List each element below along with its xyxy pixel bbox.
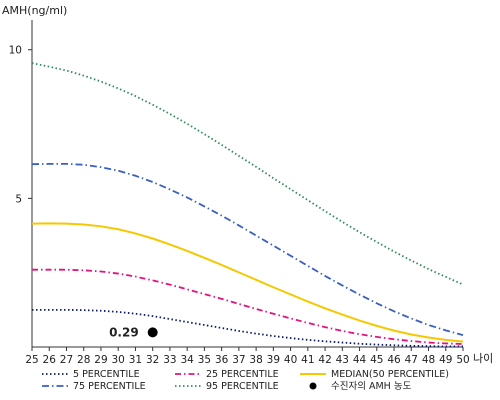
legend-label: 5 PERCENTILE xyxy=(73,369,140,380)
x-tick-label: 29 xyxy=(94,354,107,366)
patient-amh-point xyxy=(147,327,158,338)
series-line-75-percentile xyxy=(31,162,464,336)
point-layer: 0.29 xyxy=(109,325,158,339)
patient-amh-value-label: 0.29 xyxy=(109,325,139,339)
x-tick-label: 40 xyxy=(284,354,297,366)
x-tick-label: 48 xyxy=(422,354,435,366)
series-line-25-percentile xyxy=(32,268,464,345)
x-axis-label: 나이 xyxy=(473,352,493,365)
legend-label: MEDIAN(50 PERCENTILE) xyxy=(331,369,449,380)
legend-label: 수진자의 AMH 농도 xyxy=(331,381,412,392)
x-tick-label: 35 xyxy=(198,354,211,366)
x-tick-label: 36 xyxy=(215,354,229,366)
x-tick-label: 38 xyxy=(249,354,262,366)
x-tick-label: 47 xyxy=(405,354,418,366)
y-tick-label: 10 xyxy=(9,45,22,57)
x-tick-label: 41 xyxy=(301,354,314,366)
x-tick-label: 28 xyxy=(77,354,90,366)
series-line-5-percentile xyxy=(32,308,463,348)
axes: 25 26 27 28 29 30 31 32 33 34 35 36 37 38 39 40 41 42 43 44… xyxy=(9,20,470,366)
x-tick-label: 49 xyxy=(439,354,452,366)
x-tick-label: 25 xyxy=(25,354,38,366)
series-layer xyxy=(31,62,464,348)
x-tick-label: 32 xyxy=(146,354,159,366)
y-axis-label: AMH(ng/ml) xyxy=(2,4,67,17)
x-tick-label: 39 xyxy=(267,354,280,366)
x-tick-label: 33 xyxy=(163,354,176,366)
x-tick-label: 45 xyxy=(370,354,383,366)
y-tick-label: 5 xyxy=(15,193,22,205)
x-tick-label: 30 xyxy=(112,354,125,366)
series-line-median-50-percentile- xyxy=(31,222,464,343)
x-tick-label: 42 xyxy=(318,354,331,366)
x-tick-label: 34 xyxy=(180,354,194,366)
series-line-95-percentile xyxy=(31,62,464,286)
x-tick-label: 50 xyxy=(456,354,469,366)
x-tick-label: 43 xyxy=(336,354,349,366)
x-tick-label: 44 xyxy=(353,354,367,366)
legend-marker-point xyxy=(309,382,317,390)
x-tick-label: 46 xyxy=(387,354,401,366)
x-tick-label: 27 xyxy=(60,354,73,366)
x-tick-label: 26 xyxy=(43,354,57,366)
legend: 5 PERCENTILE 25 PERCENTILE MEDIAN(50 PERCE… xyxy=(42,369,449,392)
legend-label: 75 PERCENTILE xyxy=(73,381,146,392)
x-tick-label: 31 xyxy=(129,354,142,366)
x-tick-label: 37 xyxy=(232,354,245,366)
legend-label: 95 PERCENTILE xyxy=(206,381,279,392)
legend-label: 25 PERCENTILE xyxy=(206,369,279,380)
